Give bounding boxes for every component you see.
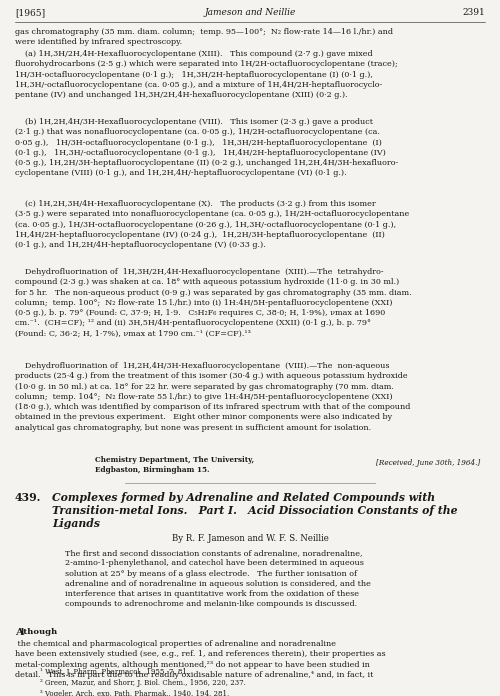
Text: ² Green, Mazur, and Shorr, J. Biol. Chem., 1956, 220, 237.: ² Green, Mazur, and Shorr, J. Biol. Chem…	[40, 679, 246, 687]
Text: [1965]: [1965]	[15, 8, 45, 17]
Text: (c) 1H,2H,3H/4H-Hexafluorocyclopentane (X).   The products (3·2 g.) from this is: (c) 1H,2H,3H/4H-Hexafluorocyclopentane (…	[15, 200, 409, 249]
Text: the chemical and pharmacological properties of adrenaline and noradrenaline
have: the chemical and pharmacological propert…	[15, 640, 386, 679]
Text: (b) 1H,2H,4H/3H-Hexafluorocyclopentane (VIII).   This isomer (2·3 g.) gave a pro: (b) 1H,2H,4H/3H-Hexafluorocyclopentane (…	[15, 118, 398, 177]
Text: gas chromatography (35 mm. diam. column;  temp. 95—100°;  N₂ flow-rate 14—16 l./: gas chromatography (35 mm. diam. column;…	[15, 28, 393, 46]
Text: Dehydrofluorination of  1H,3H/2H,4H-Hexafluorocyclopentane  (XIII).—The  tetrahy: Dehydrofluorination of 1H,3H/2H,4H-Hexaf…	[15, 268, 411, 338]
Text: Edgbaston, Birmingham 15.: Edgbaston, Birmingham 15.	[95, 466, 210, 474]
Text: The first and second dissociation constants of adrenaline, noradrenaline,
2-amin: The first and second dissociation consta…	[65, 549, 371, 608]
Text: Jameson and Neillie: Jameson and Neillie	[204, 8, 296, 17]
Text: (a) 1H,3H/2H,4H-Hexafluorocyclopentane (XIII).   This compound (2·7 g.) gave mix: (a) 1H,3H/2H,4H-Hexafluorocyclopentane (…	[15, 50, 398, 99]
Text: ¹ West, J. Pharm. Pharmacol., 1955, 7, 81.: ¹ West, J. Pharm. Pharmacol., 1955, 7, 8…	[40, 668, 189, 676]
Text: lthough: lthough	[21, 628, 58, 636]
Text: Transition-metal Ions.   Part I.   Acid Dissociation Constants of the: Transition-metal Ions. Part I. Acid Diss…	[52, 505, 458, 516]
Text: Complexes formed by Adrenaline and Related Compounds with: Complexes formed by Adrenaline and Relat…	[52, 492, 435, 503]
Text: Dehydrofluorination of  1H,2H,4H/3H-Hexafluorocyclopentane  (VIII).—The  non-aqu: Dehydrofluorination of 1H,2H,4H/3H-Hexaf…	[15, 362, 410, 432]
Text: Ligands: Ligands	[52, 518, 100, 529]
Text: [Received, June 30th, 1964.]: [Received, June 30th, 1964.]	[376, 459, 480, 468]
Text: Chemistry Department, The University,: Chemistry Department, The University,	[95, 456, 254, 464]
Text: By R. F. Jameson and W. F. S. Neillie: By R. F. Jameson and W. F. S. Neillie	[172, 534, 328, 543]
Text: 439.: 439.	[15, 492, 42, 503]
Text: A: A	[15, 628, 23, 637]
Text: ³ Vogeler, Arch. exp. Path. Pharmak., 1940, 194, 281.: ³ Vogeler, Arch. exp. Path. Pharmak., 19…	[40, 690, 229, 696]
Text: 2391: 2391	[462, 8, 485, 17]
